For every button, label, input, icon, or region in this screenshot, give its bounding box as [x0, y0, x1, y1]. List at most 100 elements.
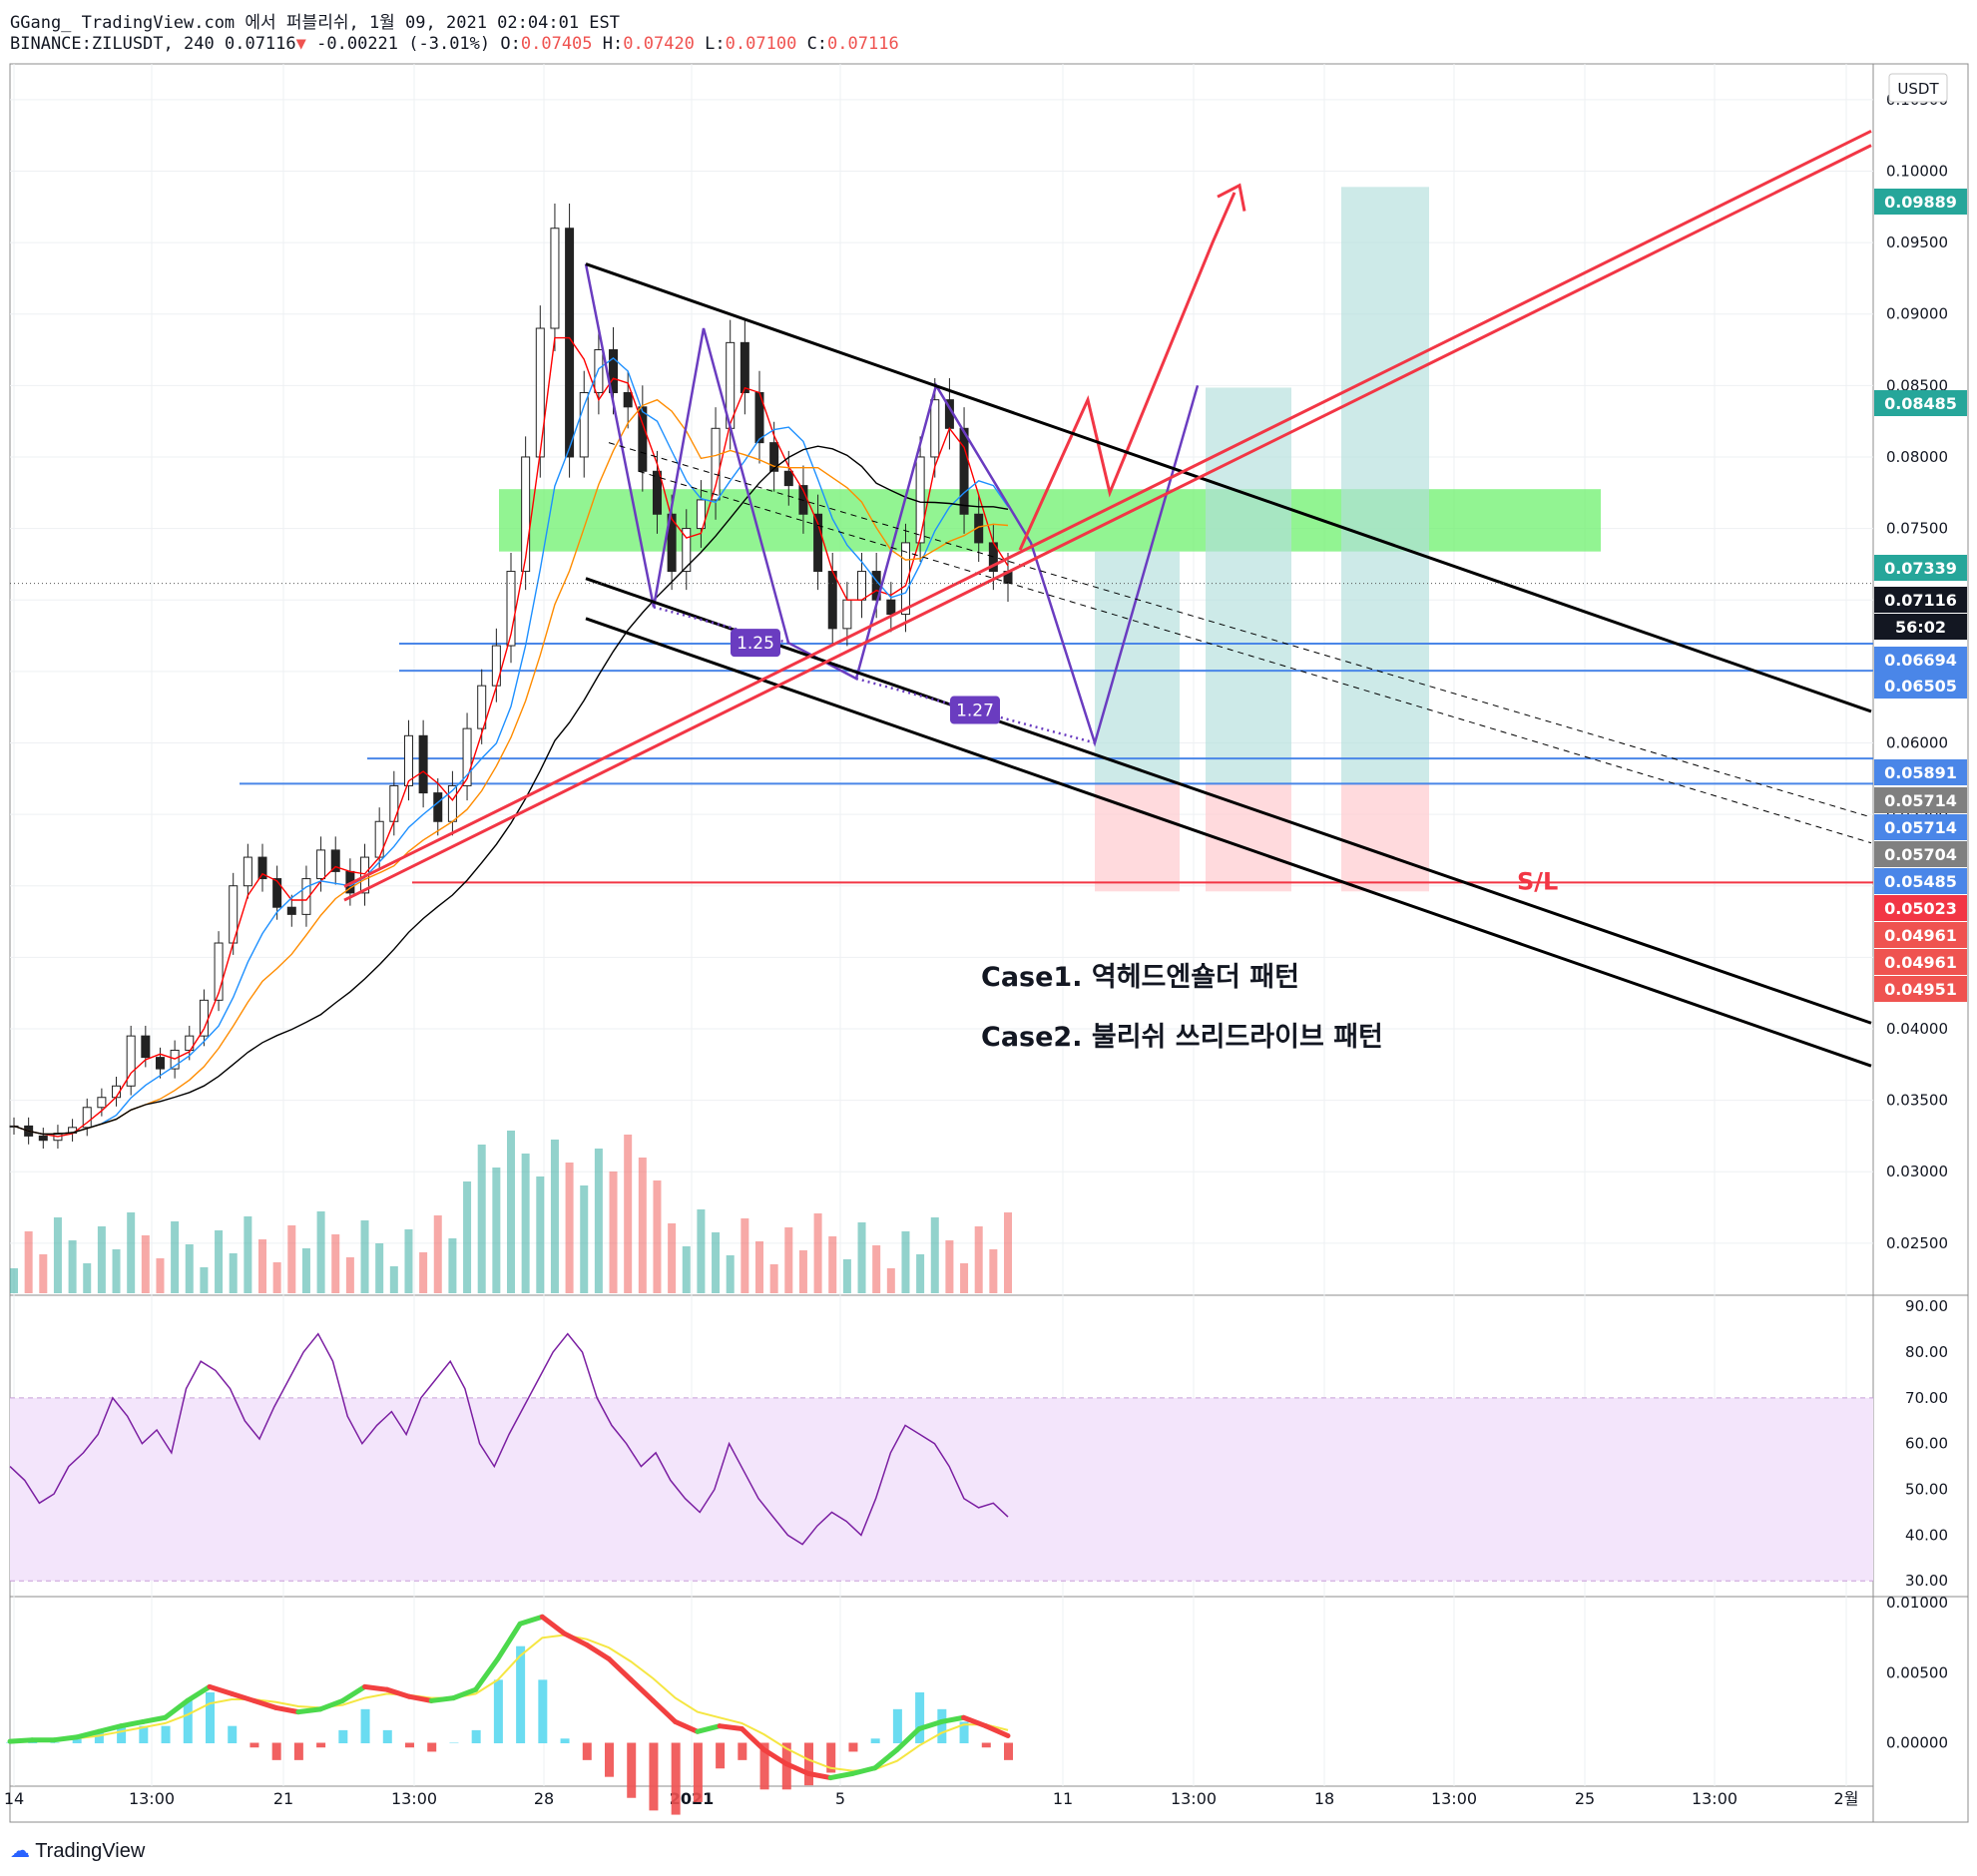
macd-histogram-bar	[538, 1679, 548, 1744]
candle-body	[477, 685, 487, 729]
price-label-text: 0.06505	[1884, 677, 1957, 696]
volume-bar	[141, 1235, 150, 1293]
volume-bar	[960, 1263, 969, 1293]
low-value: 0.07100	[725, 34, 797, 54]
low-label: L:	[705, 34, 726, 54]
candles	[9, 203, 1013, 1293]
currency-label: USDT	[1897, 80, 1939, 98]
macd-line-segment	[894, 1725, 922, 1753]
symbol-name[interactable]: BINANCE:ZILUSDT	[10, 34, 164, 54]
macd-line-segment	[495, 1621, 523, 1661]
price-label-badge	[1874, 814, 1967, 840]
volume-bar	[331, 1234, 340, 1293]
candle-body	[491, 645, 501, 687]
price-tick-label: 0.09500	[1886, 234, 1948, 251]
macd-line-segment	[938, 1714, 967, 1724]
macd-histogram-bar	[560, 1738, 570, 1744]
volume-bar	[521, 1154, 530, 1293]
macd-line-segment	[650, 1697, 679, 1724]
price-label-text: 0.05891	[1884, 763, 1957, 782]
volume-bar	[375, 1243, 384, 1293]
price-label-badge	[1874, 895, 1967, 921]
macd-signal-line	[10, 1634, 1009, 1772]
macd-histogram-bar	[94, 1729, 104, 1744]
macd-line-segment	[185, 1683, 213, 1703]
candle-body	[286, 906, 296, 915]
pattern-annotation: Case1. 역헤드엔숄더 패턴	[981, 962, 1299, 993]
price-label-badge	[1874, 976, 1967, 1002]
macd-line-segment	[118, 1718, 146, 1729]
volume-bar	[974, 1226, 983, 1293]
price-label-text: 0.06694	[1884, 651, 1957, 670]
time-tick-label: 14	[4, 1789, 24, 1808]
candle-body	[301, 878, 311, 915]
volume-bar	[638, 1158, 647, 1293]
rsi-tick-label: 70.00	[1905, 1389, 1948, 1407]
volume-bar	[989, 1249, 998, 1293]
macd-line-segment	[362, 1683, 390, 1692]
price-label-text: 0.05714	[1884, 791, 1957, 810]
volume-bar	[857, 1222, 866, 1293]
volume-bar	[39, 1254, 48, 1293]
projection-arrow	[1018, 192, 1236, 551]
macd-histogram-bar	[139, 1725, 149, 1744]
rsi-tick-label: 90.00	[1905, 1297, 1948, 1315]
interval[interactable]: 240	[184, 34, 215, 54]
macd-histogram-bar	[848, 1742, 858, 1752]
macd-histogram-bar	[937, 1708, 947, 1744]
volume-bar	[872, 1245, 881, 1293]
volume-bar	[916, 1254, 925, 1293]
macd-histogram-bar	[249, 1742, 259, 1748]
volume-bar	[798, 1250, 807, 1293]
macd-line-segment	[250, 1697, 279, 1710]
candle-body	[97, 1097, 107, 1109]
volume-bar	[389, 1266, 398, 1293]
candle-body	[842, 599, 852, 630]
volume-bar	[287, 1225, 296, 1293]
macd-histogram-bar	[671, 1742, 681, 1815]
macd-line-segment	[983, 1723, 1011, 1738]
volume-bar	[200, 1267, 209, 1293]
macd-histogram-bar	[1004, 1742, 1013, 1760]
volume-bar	[301, 1248, 310, 1293]
macd-line-segment	[273, 1704, 301, 1715]
close-label: C:	[806, 34, 828, 54]
candle-body	[403, 734, 413, 786]
tradingview-logo-icon: ☁	[10, 1840, 30, 1862]
price-label-text: 0.04961	[1884, 953, 1957, 972]
tradingview-logo[interactable]: ☁ TradingView	[10, 1838, 145, 1863]
candle-body	[638, 406, 648, 472]
macd-line-segment	[606, 1655, 634, 1682]
moving-average-line	[13, 336, 1009, 1138]
time-tick-label: 28	[534, 1789, 554, 1808]
macd-line-segment	[384, 1686, 412, 1699]
price-label-text: 0.05485	[1884, 872, 1957, 891]
chart-canvas[interactable]: 0.025000.030000.035000.040000.045000.050…	[0, 0, 1977, 1836]
volume-bar	[68, 1240, 77, 1293]
macd-line-segment	[339, 1683, 368, 1703]
macd-line-segment	[539, 1614, 568, 1637]
volume-bar	[901, 1231, 910, 1293]
volume-bar	[492, 1168, 501, 1293]
price-label-text: 0.08485	[1884, 394, 1957, 413]
candle-body	[696, 499, 706, 530]
stop-loss-label: S/L	[1517, 867, 1558, 895]
macd-histogram-bar	[759, 1742, 769, 1790]
time-tick-label: 25	[1575, 1789, 1595, 1808]
macd-tick-label: 0.00500	[1886, 1663, 1948, 1681]
candle-body	[141, 1035, 151, 1059]
candle-body	[38, 1135, 48, 1142]
volume-bar	[784, 1227, 793, 1293]
price-tick-label: 0.07500	[1886, 520, 1948, 538]
time-tick-label: 13:00	[1692, 1789, 1737, 1808]
volume-bar	[507, 1131, 515, 1293]
volume-bar	[886, 1268, 895, 1293]
macd-line-segment	[849, 1765, 878, 1776]
time-tick-label: 5	[835, 1789, 845, 1808]
price-tick-label: 0.10000	[1886, 162, 1948, 180]
price-label-text: 0.04961	[1884, 926, 1957, 945]
macd-histogram-bar	[693, 1742, 703, 1802]
uptrend-line	[343, 129, 1872, 888]
candle-body	[316, 849, 326, 880]
macd-line-segment	[450, 1686, 479, 1701]
